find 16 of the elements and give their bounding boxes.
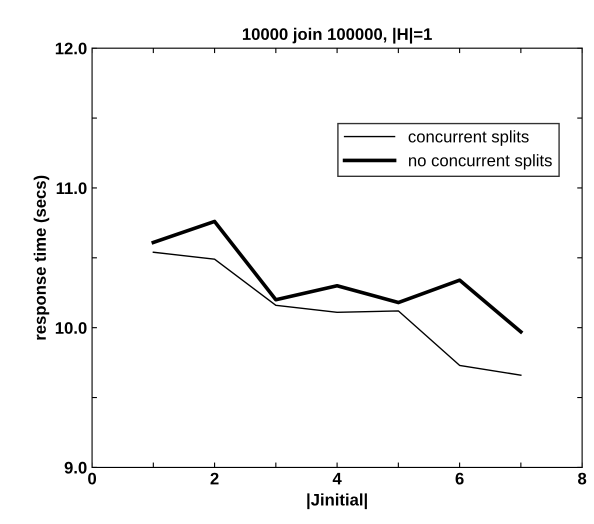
line-series (152, 252, 522, 376)
y-tick-label: 11.0 (56, 182, 87, 194)
legend-label: no concurrent splits (409, 154, 552, 170)
x-tick-label: 0 (88, 472, 96, 485)
x-tick-label: 4 (332, 472, 342, 484)
chart-title: 10000 join 100000, |H|=1 (242, 28, 432, 44)
x-tick-label: 8 (578, 472, 586, 485)
x-tick-label: 6 (456, 472, 464, 485)
line-series (152, 220, 523, 334)
y-axis-title: response time (secs) (34, 176, 50, 340)
y-tick-label: 10.0 (56, 322, 87, 334)
y-tick-label: 12.0 (56, 42, 87, 54)
x-tick-label: 2 (210, 472, 219, 484)
legend-label: concurrent splits (408, 130, 529, 146)
x-axis-title: |Jinitial| (307, 493, 367, 510)
y-tick-label: 9.0 (64, 462, 87, 474)
